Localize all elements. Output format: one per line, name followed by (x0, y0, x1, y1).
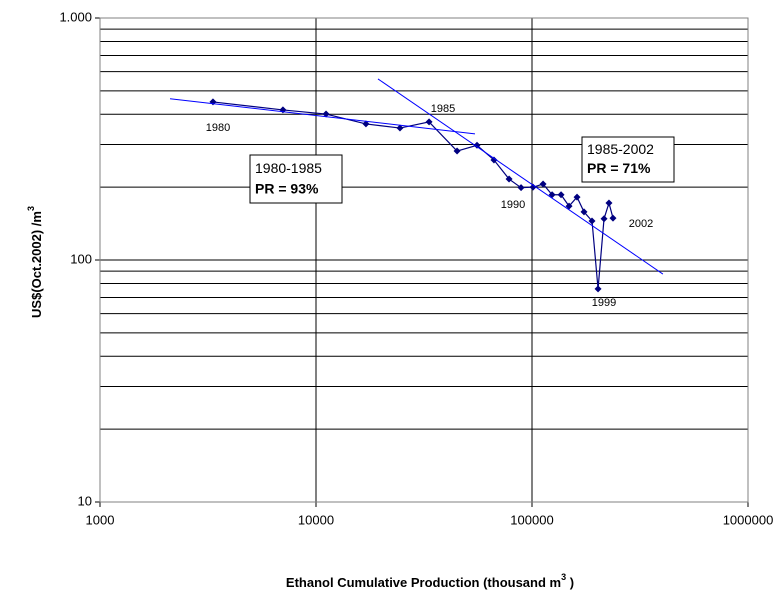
data-point (600, 215, 608, 223)
plot-border (99, 17, 749, 503)
data-point (605, 199, 613, 207)
data-point (573, 193, 581, 201)
data-point (362, 120, 370, 128)
annotation: 1990 (501, 199, 525, 211)
box-value: PR = 71% (587, 160, 651, 176)
data-point (529, 183, 537, 191)
data-point (490, 156, 498, 164)
y-label-text: US$(Oct.2002) /m (29, 211, 44, 318)
plot (169, 78, 675, 293)
annotation: 1980 (206, 122, 230, 134)
data-point (539, 180, 547, 188)
x-label-sup: 3 (561, 572, 566, 582)
text-box (581, 136, 675, 183)
x-axis-label: Ethanol Cumulative Production (thousand … (286, 572, 574, 590)
data-point (609, 214, 617, 222)
x-tick-label: 1000000 (723, 512, 774, 527)
x-tick-label: 1000 (86, 512, 115, 527)
data-point (322, 110, 330, 118)
y-tick-label: 10 (78, 493, 92, 508)
trend-line (169, 98, 476, 135)
y-axis-label: US$(Oct.2002) /m3 (26, 206, 44, 318)
y-tick-label: 1.000 (59, 9, 92, 24)
y-label-sup: 3 (26, 206, 36, 211)
trend-line (377, 78, 664, 275)
annotation: 1985 (431, 103, 455, 115)
box-title: 1985-2002 (587, 141, 654, 157)
x-label-text: Ethanol Cumulative Production (thousand … (286, 575, 561, 590)
x-tick-label: 100000 (510, 512, 553, 527)
data-point (453, 147, 461, 155)
data-point (425, 118, 433, 126)
data-point (580, 208, 588, 216)
data-point (588, 217, 596, 225)
data-point (565, 202, 573, 210)
grid (95, 17, 749, 507)
annotation: 1999 (592, 297, 616, 309)
data-point (517, 184, 525, 192)
data-point (473, 141, 481, 149)
x-tick-label: 10000 (298, 512, 334, 527)
box-title: 1980-1985 (255, 160, 322, 176)
y-tick-label: 100 (70, 251, 92, 266)
x-label-tail: ) (566, 575, 574, 590)
data-point (396, 124, 404, 132)
data-point (594, 285, 602, 293)
data-point (505, 175, 513, 183)
box-value: PR = 93% (255, 180, 319, 196)
text-box (249, 154, 343, 204)
annotation: 2002 (629, 218, 653, 230)
data-point (557, 191, 565, 199)
